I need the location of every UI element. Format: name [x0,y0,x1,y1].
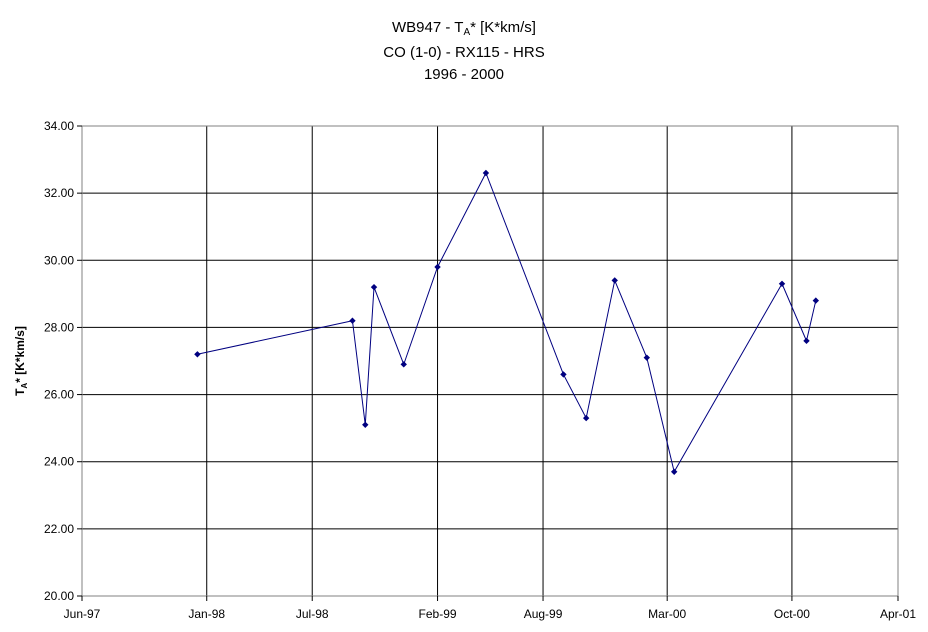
x-tick-label: Feb-99 [419,607,457,621]
data-point-marker [362,421,369,428]
x-tick-label: Oct-00 [774,607,810,621]
x-tick-label: Apr-01 [880,607,916,621]
y-tick-label: 34.00 [44,119,74,133]
x-tick-label: Jun-97 [64,607,101,621]
data-point-marker [643,354,650,361]
data-point-marker [482,169,490,177]
y-tick-label: 28.00 [44,320,74,334]
y-tick-label: 30.00 [44,253,74,267]
data-point-marker [812,297,820,304]
data-point-marker [560,371,567,378]
data-point-marker [194,351,201,358]
series-group [194,169,820,475]
plot-area-frame [81,125,899,597]
y-tick-label: 24.00 [44,455,74,469]
data-point-marker [778,280,786,287]
y-axis: 20.00 22.00 24.00 26.00 28.00 30.00 32.00 34.00 [44,119,82,603]
y-label-prefix: T [13,388,27,396]
x-tick-label: Mar-00 [648,607,686,621]
y-tick-label: 20.00 [44,589,74,603]
x-axis: Jun-97 Jan-98 Jul-98 Feb-99 Aug-99 Mar-00 Oct-… [64,596,916,621]
y-label-suffix: * [K*km/s] [13,326,27,383]
data-point-marker [611,277,618,284]
x-tick-label: Aug-99 [524,607,563,621]
series-line [197,171,817,474]
y-axis-label: TA* [K*km/s] [13,326,29,396]
title-suffix: * [K*km/s] [470,19,536,36]
data-point-marker [803,337,810,345]
y-tick-label: 32.00 [44,186,74,200]
x-tick-label: Jan-98 [188,607,225,621]
chart-title-line-2: CO (1-0) - RX115 - HRS [383,44,545,61]
grid [81,125,899,597]
data-point-marker [670,468,678,475]
y-tick-label: 26.00 [44,388,74,402]
data-point-marker [582,414,590,422]
title-prefix: WB947 - T [392,19,464,36]
chart-title-line-3: 1996 - 2000 [423,66,505,83]
y-tick-label: 22.00 [44,522,74,536]
chart-title-line-1: WB947 - TA* [K*km/s] [0,19,928,38]
y-label-subscript: A [20,383,29,389]
data-point-marker [434,263,441,271]
data-point-marker [370,283,378,291]
data-point-marker [349,317,356,324]
x-tick-label: Jul-98 [296,607,329,621]
data-point-marker [400,361,407,368]
title-subscript: A [463,27,471,38]
